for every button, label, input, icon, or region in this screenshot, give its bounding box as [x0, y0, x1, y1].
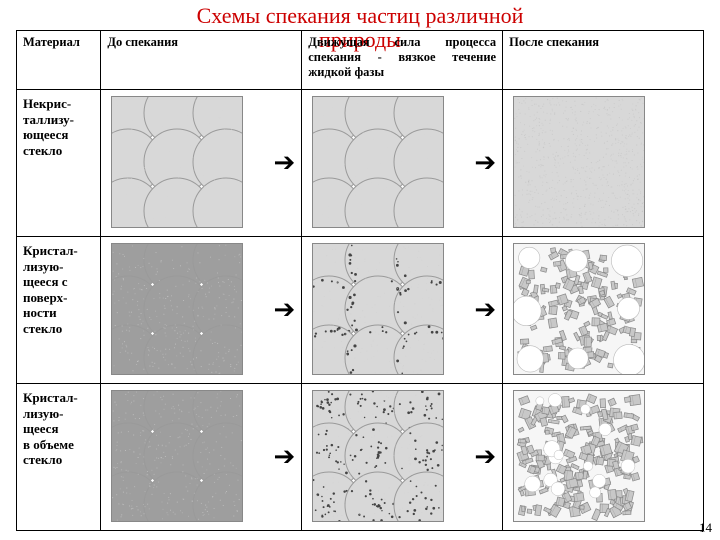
- tile: [312, 390, 444, 522]
- arrow-icon: ➔: [273, 297, 295, 323]
- tile: [513, 243, 645, 375]
- material-label: Кристал-лизую-щеесяв объеместекло: [17, 384, 101, 531]
- tile-before: ➔: [101, 90, 302, 237]
- tile-before: ➔: [101, 237, 302, 384]
- tile: [111, 390, 243, 522]
- arrow-icon: ➔: [273, 150, 295, 176]
- arrow-icon: ➔: [273, 444, 295, 470]
- material-label: Некрис-таллизу-ющеесястекло: [17, 90, 101, 237]
- tile-before: ➔: [101, 384, 302, 531]
- tile: [312, 243, 444, 375]
- header-row: Материал До спекания Движущая сила проце…: [17, 31, 704, 90]
- title-line-1: Схемы спекания частиц различной: [197, 3, 524, 28]
- tile-after: [503, 237, 704, 384]
- col-material: Материал: [17, 31, 101, 90]
- arrow-icon: ➔: [474, 444, 496, 470]
- tile-after: [503, 384, 704, 531]
- col-before: До спекания: [101, 31, 302, 90]
- tile: [513, 96, 645, 228]
- arrow-icon: ➔: [474, 150, 496, 176]
- tile-after: [503, 90, 704, 237]
- tile: [312, 96, 444, 228]
- tile: [111, 96, 243, 228]
- col-driving: Движущая сила процесса спекания - вязкое…: [302, 31, 503, 90]
- col-after: После спекания: [503, 31, 704, 90]
- table-row: Некрис-таллизу-ющеесястекло ➔ ➔: [17, 90, 704, 237]
- table-row: Кристал-лизую-щееся споверх-ностистекло ➔…: [17, 237, 704, 384]
- arrow-icon: ➔: [474, 297, 496, 323]
- table-row: Кристал-лизую-щеесяв объеместекло ➔ ➔: [17, 384, 704, 531]
- tile-mid: ➔: [302, 384, 503, 531]
- material-label: Кристал-лизую-щееся споверх-ностистекло: [17, 237, 101, 384]
- sintering-table: Материал До спекания Движущая сила проце…: [16, 30, 704, 531]
- page-number: 14: [699, 520, 712, 536]
- tile-mid: ➔: [302, 237, 503, 384]
- tile: [111, 243, 243, 375]
- tile-mid: ➔: [302, 90, 503, 237]
- tile: [513, 390, 645, 522]
